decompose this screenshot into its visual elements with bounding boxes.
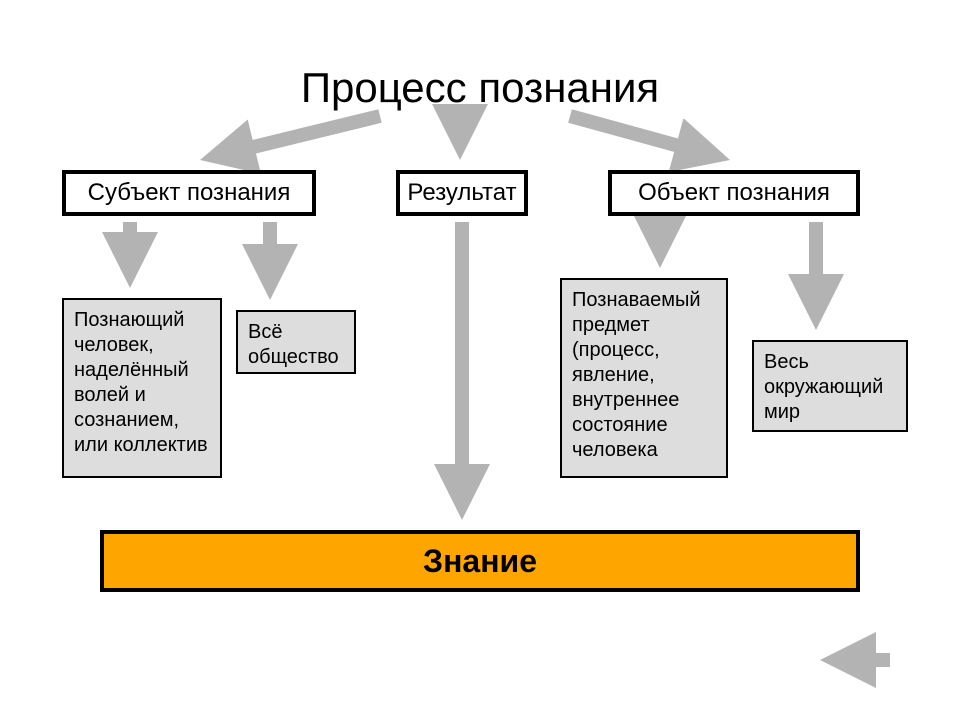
node-subject-label: Субъект познания (88, 179, 291, 207)
node-subject-detail-2: Всёобщество (236, 310, 356, 374)
node-subject-detail-1: Познающийчеловек,наделённыйволей исознан… (62, 298, 222, 478)
node-subject-detail-2-label: Всёобщество (248, 321, 339, 368)
node-subject: Субъект познания (62, 170, 316, 216)
node-object-detail-2: Весьокружающиймир (752, 340, 908, 432)
node-object-detail-2-label: Весьокружающиймир (764, 351, 883, 423)
node-object: Объект познания (608, 170, 860, 216)
node-object-detail-1: Познаваемыйпредмет(процесс,явление,внутр… (560, 278, 728, 478)
node-result-label: Результат (407, 179, 516, 207)
node-object-detail-1-label: Познаваемыйпредмет(процесс,явление,внутр… (572, 289, 701, 461)
node-object-label: Объект познания (638, 179, 830, 207)
node-knowledge-label: Знание (423, 543, 537, 580)
node-knowledge: Знание (100, 530, 860, 592)
node-result: Результат (396, 170, 528, 216)
diagram-title: Процесс познания (0, 64, 960, 112)
node-subject-detail-1-label: Познающийчеловек,наделённыйволей исознан… (74, 309, 208, 456)
